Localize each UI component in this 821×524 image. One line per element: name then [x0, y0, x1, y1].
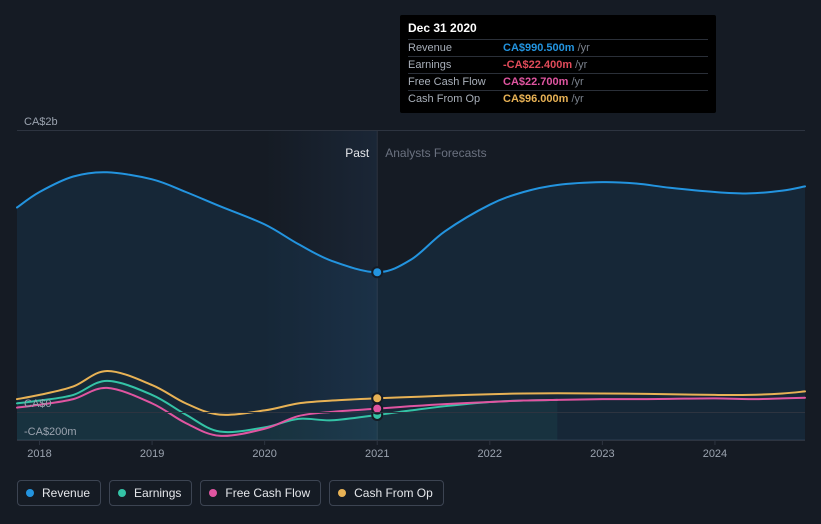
- tooltip-row-value: -CA$22.400m: [503, 59, 572, 71]
- tooltip-row-label: Earnings: [408, 59, 503, 71]
- gridline: [17, 440, 805, 441]
- x-axis-label: 2023: [590, 448, 614, 460]
- legend-swatch: [209, 489, 217, 497]
- legend-swatch: [338, 489, 346, 497]
- tooltip-row-value: CA$990.500m: [503, 42, 575, 54]
- legend-label: Earnings: [134, 486, 181, 500]
- revenue-marker: [372, 267, 382, 277]
- tooltip-row-value: CA$96.000m: [503, 93, 568, 105]
- financials-chart: Dec 31 2020 RevenueCA$990.500m/yrEarning…: [17, 0, 805, 524]
- legend-swatch: [26, 489, 34, 497]
- y-axis-label: -CA$200m: [24, 426, 77, 438]
- y-axis-label: CA$0: [24, 398, 52, 410]
- gridline: [17, 130, 805, 131]
- tooltip-row: Free Cash FlowCA$22.700m/yr: [408, 73, 708, 90]
- legend-swatch: [118, 489, 126, 497]
- tooltip-row-unit: /yr: [575, 59, 587, 71]
- plot-area: [17, 130, 805, 440]
- tooltip-row-label: Free Cash Flow: [408, 76, 503, 88]
- x-axis-label: 2024: [703, 448, 727, 460]
- legend-item-fcf[interactable]: Free Cash Flow: [200, 480, 321, 506]
- tooltip-row: RevenueCA$990.500m/yr: [408, 39, 708, 56]
- tooltip-row-unit: /yr: [578, 42, 590, 54]
- forecast-label: Analysts Forecasts: [385, 146, 486, 160]
- x-axis-label: 2020: [252, 448, 276, 460]
- past-label: Past: [345, 146, 369, 160]
- x-axis-label: 2018: [27, 448, 51, 460]
- legend-item-cfo[interactable]: Cash From Op: [329, 480, 444, 506]
- tooltip-row-unit: /yr: [571, 76, 583, 88]
- x-axis-label: 2022: [478, 448, 502, 460]
- tooltip-row: Earnings-CA$22.400m/yr: [408, 56, 708, 73]
- x-axis-label: 2019: [140, 448, 164, 460]
- y-axis-label: CA$2b: [24, 116, 58, 128]
- legend-item-earnings[interactable]: Earnings: [109, 480, 192, 506]
- tooltip-row-unit: /yr: [571, 93, 583, 105]
- tooltip-row-label: Cash From Op: [408, 93, 503, 105]
- tooltip-row: Cash From OpCA$96.000m/yr: [408, 90, 708, 107]
- tooltip-row-value: CA$22.700m: [503, 76, 568, 88]
- legend-label: Revenue: [42, 486, 90, 500]
- legend-label: Free Cash Flow: [225, 486, 310, 500]
- legend-label: Cash From Op: [354, 486, 433, 500]
- tooltip-date: Dec 31 2020: [408, 21, 708, 39]
- gridline: [17, 412, 805, 413]
- cfo-marker: [372, 393, 382, 403]
- x-axis-label: 2021: [365, 448, 389, 460]
- chart-tooltip: Dec 31 2020 RevenueCA$990.500m/yrEarning…: [400, 15, 716, 113]
- chart-legend: Revenue Earnings Free Cash Flow Cash From O…: [17, 480, 444, 506]
- legend-item-revenue[interactable]: Revenue: [17, 480, 101, 506]
- plot-svg: [17, 130, 805, 440]
- tooltip-row-label: Revenue: [408, 42, 503, 54]
